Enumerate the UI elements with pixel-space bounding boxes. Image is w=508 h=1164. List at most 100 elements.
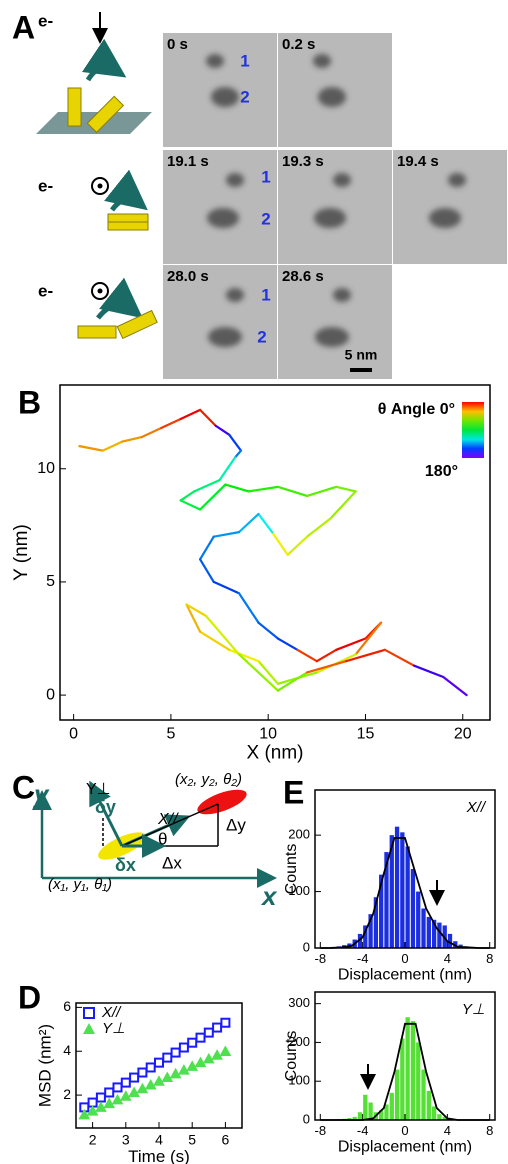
image-tiles: 0 s 0.2 s 19.1 s 19.3 s 19.4 s 28.0 s 28.6 s [163,33,507,379]
trajectory-segment [344,648,387,663]
x-tick-label: -4 [357,1123,369,1138]
trajectory-segment [296,648,318,663]
spot-label: 1 [240,51,249,70]
marker [178,1064,190,1075]
bar [405,1017,410,1120]
fit-curve [320,837,490,949]
x-tick-label: 4 [155,1131,163,1147]
plot-frame [314,991,496,1121]
x-tick-label: 20 [454,726,472,743]
trajectory-segment [198,630,231,651]
label: Y⊥ [86,781,111,798]
axis-name: y [32,779,50,809]
chart: -8 -4 0 4 8 0 100 200 300 Displacement (nm) Counts… [283,991,496,1156]
trajectory-segment [329,490,357,520]
y-tick-label: 0 [303,1111,310,1126]
trajectory-segment [121,435,143,443]
marker [95,1092,106,1103]
chart: 2 3 4 5 6 2 4 6 Time (s) MSD (nm²) D X//Y⊥ [18,979,243,1164]
plot-frame [314,789,496,949]
trajectory-segment [198,535,215,561]
time-label: 19.3 s [282,153,324,170]
trajectory-segment [228,648,260,663]
trajectory-segment [78,445,104,452]
scale-bar [350,368,372,372]
trajectory-segment [257,621,280,640]
trajectory-segment [214,424,231,436]
label: X// [157,811,179,828]
marker [211,1049,223,1060]
y-axis-label: MSD (nm²) [35,1024,54,1107]
particle-image [226,288,244,302]
trajectory-segment [257,660,280,685]
marker [136,1082,149,1094]
bar [405,846,410,948]
marker [103,1097,116,1109]
trajectory-segment [185,603,208,617]
bar [389,1092,394,1120]
label: (x₂, y₂, θ₂) [175,771,242,788]
beam-label: e- [38,11,53,30]
bar [421,1069,426,1120]
x-tick-label: 4 [444,951,451,966]
x-tick-label: -8 [315,951,327,966]
plot-frame [59,384,491,721]
x-tick-label: 10 [259,726,277,743]
x-tick-label: 6 [222,1131,230,1147]
trajectory-segment [257,512,274,534]
trajectory-segment [179,490,196,502]
trajectory-segment [198,408,217,427]
trajectory-segment [179,408,202,421]
marker [86,1105,99,1116]
trajectory-segment [247,485,280,493]
marker [129,1072,140,1083]
marker [145,1062,156,1073]
plot-frame [75,1002,243,1129]
bar [416,1042,421,1120]
x-tick-label: 4 [444,1123,451,1138]
time-label: 19.1 s [167,153,209,170]
beam-label: e- [38,281,53,300]
trajectory-segment [276,637,299,651]
bar [373,897,379,948]
x-tick-label: 5 [166,726,175,743]
trajectory-segment [218,456,237,482]
fit-curve [320,1022,490,1121]
particle-image [333,288,351,302]
spot-label: 1 [261,285,270,304]
particle-image [208,327,242,347]
marker [219,1045,232,1056]
bar [347,1118,352,1120]
chart: -8 -4 0 4 8 0 100 200 Displacement (nm) Counts E X/… [283,774,496,984]
rotation-arrow [104,169,148,212]
trajectory-segment [306,660,348,674]
panel-label: E [283,774,304,810]
bar [394,826,400,948]
legend-marker [83,1023,95,1034]
time-label: 28.6 s [282,268,324,285]
marker [162,1052,173,1063]
beam-symbol [97,288,103,294]
x-tick-label: 3 [122,1131,130,1147]
trajectory-segment [212,580,241,595]
bar [426,1090,431,1120]
colorbar [462,402,484,458]
particle-image [448,173,466,187]
particle-image [207,208,239,228]
bar [379,874,384,948]
rotation-arrow [96,277,143,320]
image-tile [278,150,392,264]
x-tick-label: 8 [486,951,493,966]
x-tick-label: 0 [401,1123,408,1138]
bar [384,852,389,948]
panel-label: B [18,384,41,420]
particle-image [333,173,351,187]
x-tick-label: 15 [357,726,375,743]
trajectory-segment [276,485,309,498]
marker [153,1075,165,1086]
marker [170,1047,181,1058]
bar [426,916,431,948]
trajectory-segment [237,512,260,534]
x-tick-label: -4 [357,951,369,966]
